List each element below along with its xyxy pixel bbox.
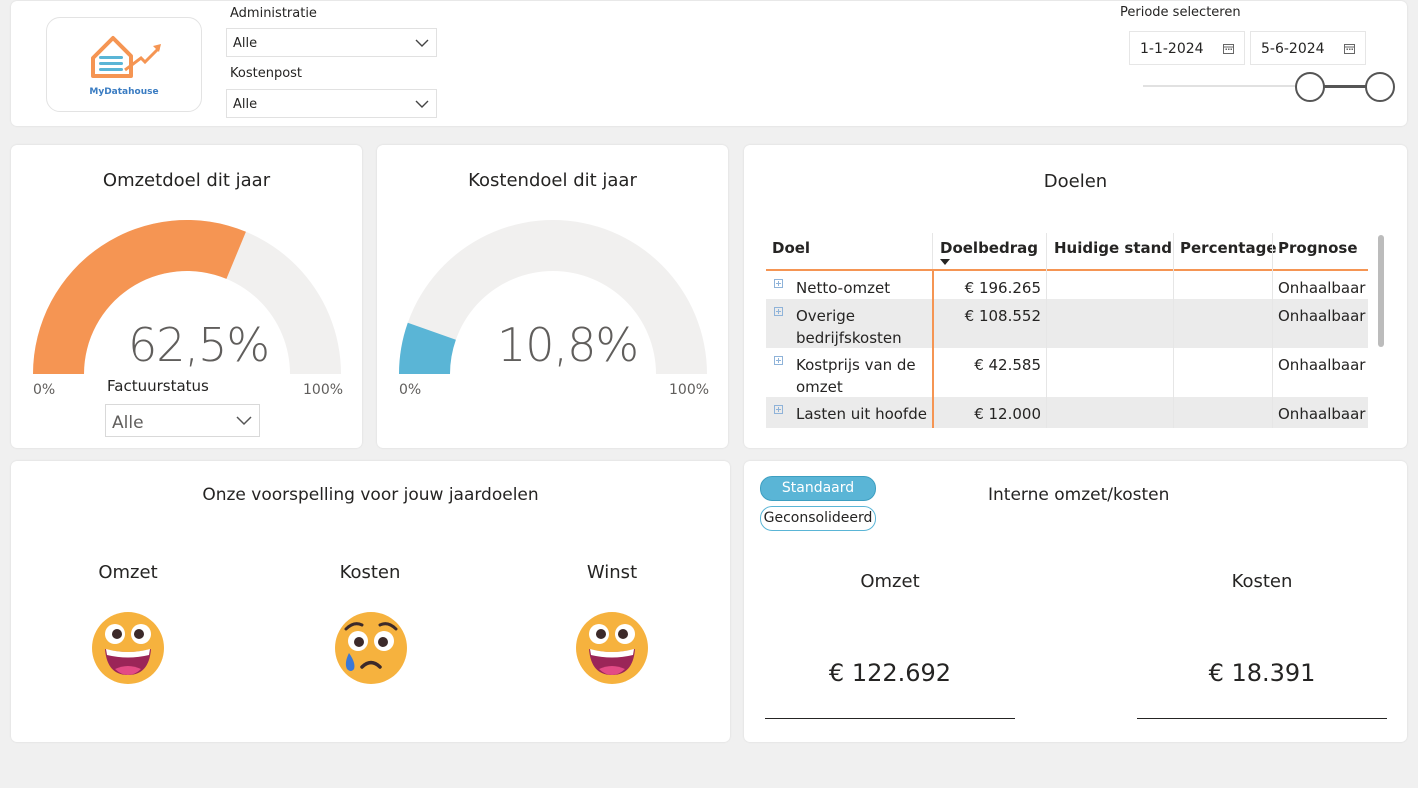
intern-kosten-label: Kosten xyxy=(1231,571,1293,592)
cell-doel: Lasten uit hoofde xyxy=(796,405,927,423)
expand-icon[interactable] xyxy=(774,307,783,316)
start-date-value: 1-1-2024 xyxy=(1140,41,1204,57)
sort-desc-icon[interactable] xyxy=(940,259,950,265)
omzetdoel-card: Omzetdoel dit jaar 62,5% 0% 100% Factuur… xyxy=(11,145,362,448)
cell-doel: Kostprijs van de omzet xyxy=(796,356,916,396)
factuurstatus-label: Factuurstatus xyxy=(107,377,209,395)
intern-kosten-value: € 18.391 xyxy=(1208,659,1316,687)
slider-handle-start[interactable] xyxy=(1295,72,1325,102)
factuurstatus-dropdown[interactable]: Alle xyxy=(105,404,260,437)
table-scrollbar[interactable] xyxy=(1378,235,1384,347)
voorspelling-title: Onze voorspelling voor jouw jaardoelen xyxy=(202,485,539,505)
administratie-dropdown[interactable]: Alle xyxy=(226,28,437,57)
factuurstatus-value: Alle xyxy=(112,413,144,433)
periode-label: Periode selecteren xyxy=(1120,5,1241,20)
omzetdoel-title: Omzetdoel dit jaar xyxy=(102,170,271,191)
intern-omzet-value: € 122.692 xyxy=(828,659,952,687)
cell-prognose: Onhaalbaar xyxy=(1278,356,1366,374)
calendar-icon[interactable] xyxy=(1344,43,1355,54)
table-row[interactable]: Kostprijs van de omzet € 42.585 Onhaalba… xyxy=(766,348,1368,397)
kostendoel-gauge xyxy=(399,220,707,374)
table-row[interactable]: Lasten uit hoofde € 12.000 Onhaalbaar xyxy=(766,397,1368,428)
gauge-track xyxy=(399,220,707,374)
end-date-input[interactable]: 5-6-2024 xyxy=(1250,31,1366,65)
col-percentage[interactable]: Percentage xyxy=(1180,239,1277,257)
doelbedrag-highlight-line xyxy=(932,269,934,428)
logo: MyDatahouse xyxy=(46,17,202,112)
winst-forecast-label: Winst xyxy=(586,562,638,583)
omzet-underline xyxy=(765,718,1015,719)
sad-tear-face-icon xyxy=(335,612,407,684)
kosten-forecast-label: Kosten xyxy=(339,562,401,583)
doelen-card: Doelen Doel Doelbedrag Huidige stand Per… xyxy=(744,145,1407,448)
start-date-input[interactable]: 1-1-2024 xyxy=(1129,31,1245,65)
table-row[interactable]: Overige bedrijfskosten € 108.552 Onhaalb… xyxy=(766,299,1368,348)
col-divider xyxy=(1272,233,1273,428)
calendar-icon[interactable] xyxy=(1223,43,1234,54)
col-doel[interactable]: Doel xyxy=(772,239,811,257)
kostenpost-label: Kostenpost xyxy=(230,66,303,81)
kostendoel-title: Kostendoel dit jaar xyxy=(468,170,637,191)
intern-title: Interne omzet/kosten xyxy=(988,485,1170,505)
period-slider-track[interactable] xyxy=(1143,85,1381,87)
col-doelbedrag[interactable]: Doelbedrag xyxy=(940,239,1038,257)
intern-card: Standaard Geconsolideerd Interne omzet/k… xyxy=(744,461,1407,742)
cell-doelbedrag: € 108.552 xyxy=(964,307,1041,325)
expand-icon[interactable] xyxy=(774,279,783,288)
cell-doelbedrag: € 12.000 xyxy=(974,405,1041,423)
grinning-face-icon xyxy=(92,612,164,684)
cell-doel: Overige bedrijfskosten xyxy=(796,307,902,347)
cell-doel: Netto-omzet xyxy=(796,279,891,297)
voorspelling-card: Onze voorspelling voor jouw jaardoelen O… xyxy=(11,461,730,742)
gauge-min-label: 0% xyxy=(399,382,422,398)
kosten-underline xyxy=(1137,718,1387,719)
col-divider xyxy=(1046,233,1047,428)
intern-omzet-label: Omzet xyxy=(860,571,920,592)
cell-prognose: Onhaalbaar xyxy=(1278,279,1366,297)
cell-doelbedrag: € 42.585 xyxy=(974,356,1041,374)
gauge-fill xyxy=(33,219,246,374)
table-row[interactable]: Netto-omzet € 196.265 Onhaalbaar xyxy=(766,271,1368,299)
chevron-down-icon xyxy=(415,39,429,47)
omzetdoel-value: 62,5% xyxy=(128,318,270,372)
header-divider xyxy=(766,269,1368,271)
period-slider-range xyxy=(1309,85,1381,88)
kostendoel-value: 10,8% xyxy=(497,318,639,372)
cell-doelbedrag: € 196.265 xyxy=(964,279,1041,297)
kostendoel-card: Kostendoel dit jaar 10,8% 0% 100% xyxy=(377,145,728,448)
header-card: MyDatahouse Administratie Alle Kostenpos… xyxy=(11,1,1407,126)
geconsolideerd-toggle[interactable]: Geconsolideerd xyxy=(760,506,876,531)
omzet-forecast-label: Omzet xyxy=(98,562,158,583)
chevron-down-icon xyxy=(236,416,252,426)
slider-handle-end[interactable] xyxy=(1365,72,1395,102)
cell-prognose: Onhaalbaar xyxy=(1278,405,1366,423)
end-date-value: 5-6-2024 xyxy=(1261,41,1325,57)
gauge-max-label: 100% xyxy=(303,382,344,398)
chevron-down-icon xyxy=(415,100,429,108)
gauge-min-label: 0% xyxy=(33,382,56,398)
cell-prognose: Onhaalbaar xyxy=(1278,307,1366,325)
administratie-value: Alle xyxy=(233,36,258,51)
col-divider xyxy=(1173,233,1174,428)
omzetdoel-gauge xyxy=(33,219,341,374)
expand-icon[interactable] xyxy=(774,356,783,365)
logo-text: MyDatahouse xyxy=(89,87,159,97)
gauge-max-label: 100% xyxy=(669,382,710,398)
kostenpost-value: Alle xyxy=(233,97,258,112)
administratie-label: Administratie xyxy=(230,6,317,21)
standaard-toggle[interactable]: Standaard xyxy=(760,476,876,501)
expand-icon[interactable] xyxy=(774,405,783,414)
kostenpost-dropdown[interactable]: Alle xyxy=(226,89,437,118)
house-chart-icon xyxy=(91,36,161,78)
grinning-face-icon xyxy=(576,612,648,684)
gauge-fill xyxy=(399,322,456,374)
col-prognose[interactable]: Prognose xyxy=(1278,239,1358,257)
doelen-title: Doelen xyxy=(1043,171,1108,192)
col-huidige-stand[interactable]: Huidige stand xyxy=(1054,239,1173,257)
